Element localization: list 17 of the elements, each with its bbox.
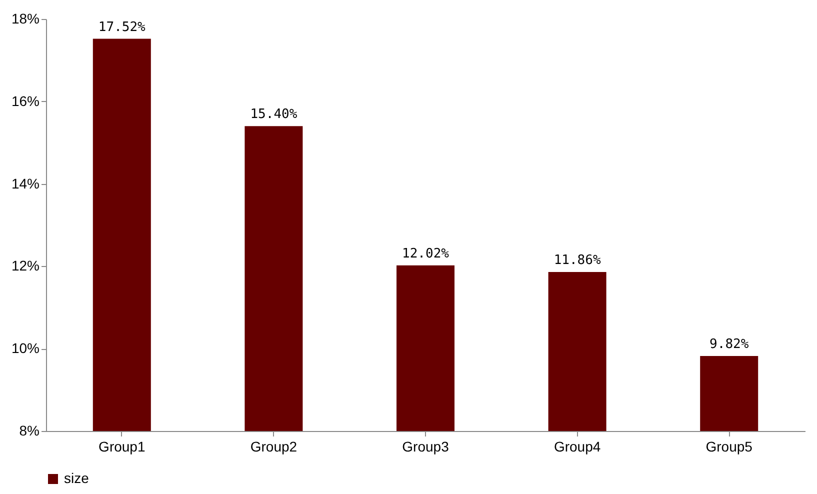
- y-tick-label: 18%: [11, 10, 40, 26]
- x-tick-label: Group1: [98, 438, 146, 454]
- data-label: 17.52%: [98, 20, 146, 35]
- legend-label: size: [64, 470, 90, 486]
- data-label: 9.82%: [710, 337, 749, 352]
- data-label: 11.86%: [554, 252, 601, 268]
- x-tick-label: Group4: [554, 438, 601, 454]
- y-tick-label: 14%: [11, 175, 40, 192]
- y-tick-label: 10%: [11, 340, 40, 356]
- x-tick-label: Group3: [402, 438, 450, 454]
- data-label: 15.40%: [250, 107, 298, 122]
- x-tick-label: Group5: [706, 438, 753, 454]
- data-label: 12.02%: [402, 246, 450, 262]
- y-tick-label: 8%: [19, 422, 40, 438]
- y-tick-label: 16%: [11, 92, 40, 109]
- x-tick-label: Group2: [250, 438, 298, 454]
- y-tick-label: 12%: [11, 258, 40, 274]
